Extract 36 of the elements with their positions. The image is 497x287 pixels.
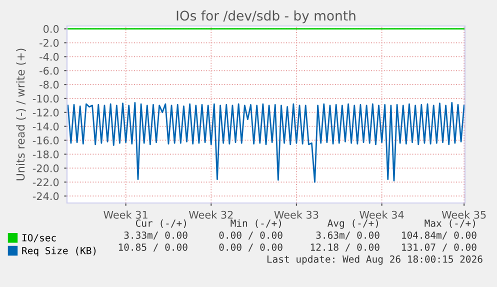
text: Cur (-/+) [136,219,186,228]
x-tick-label: Week 34 [360,210,404,219]
y-tick-label: -12.0 [32,108,59,117]
text: Min (-/+) [230,219,281,228]
y-tick-label: -10.0 [32,94,59,103]
text: 10.85 / 0.00 [118,243,188,252]
legend-label: IO/sec [22,234,56,242]
line-series [67,102,465,183]
legend-label: Req Size (KB) [22,246,96,256]
y-tick-label: -2.0 [40,38,59,47]
y-tick-label: -16.0 [32,136,59,144]
y-tick-label: -4.0 [40,52,59,61]
text: Avg (-/+) [328,219,378,229]
y-tick-label: 0.0 [43,25,59,33]
text: 12.18 / 0.00 [310,243,380,252]
x-tick-label: Week 35 [442,210,486,219]
y-tick-label: -8.0 [40,80,59,89]
text: Max (-/+) [424,219,475,228]
text: Last update: Wed Aug 26 18:00:15 2026 [267,255,482,265]
x-tick-label: Week 31 [104,210,148,219]
y-axis-title: Units read (-) / write (+) [16,48,26,180]
text: 131.07 / 0.00 [402,243,476,252]
y-tick-label: -24.0 [32,192,59,200]
y-tick-label: -14.0 [32,122,59,130]
x-tick-label: Week 32 [188,210,233,219]
text: 3.33m/ 0.00 [124,231,188,240]
text: 3.63m/ 0.00 [316,231,380,240]
x-tick-label: Week 33 [274,210,318,219]
y-tick-label: -18.0 [32,150,59,158]
y-tick-label: -20.0 [32,164,59,172]
text: 0.00 / 0.00 [219,243,282,252]
text: 0.00 / 0.00 [219,231,282,240]
y-tick-label: -22.0 [32,178,59,186]
chart-title: IOs for /dev/sdb - by month [176,10,356,24]
y-tick-label: -6.0 [40,66,59,75]
text: 104.84m/ 0.00 [402,231,476,240]
